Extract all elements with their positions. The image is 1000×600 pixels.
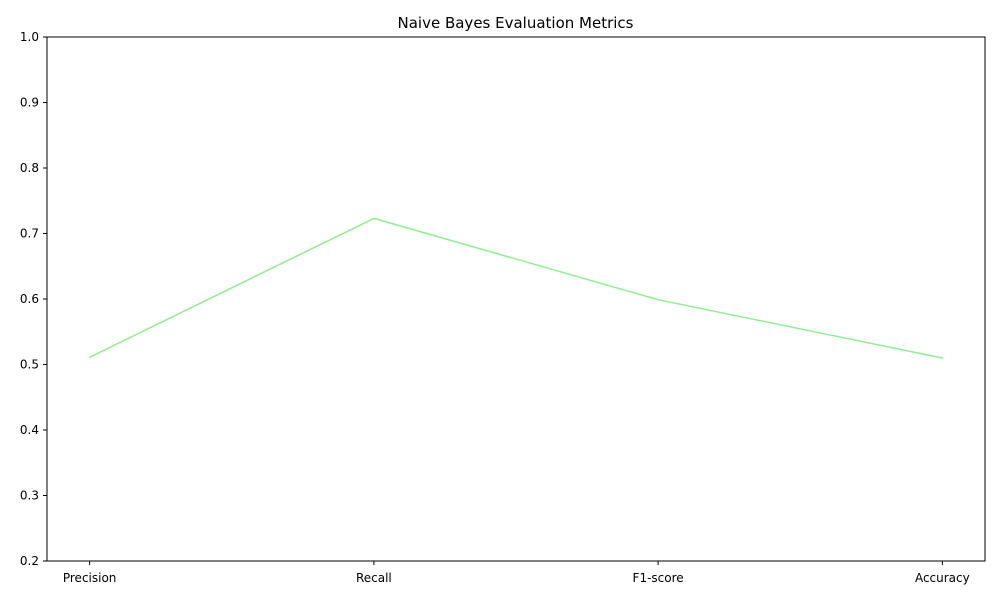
y-tick-label: 0.3 [20, 489, 39, 503]
y-tick-label: 0.6 [20, 292, 39, 306]
y-tick-label: 0.4 [20, 423, 39, 437]
x-tick-label: F1-score [633, 571, 684, 585]
y-tick-label: 0.9 [20, 96, 39, 110]
y-tick-label: 1.0 [20, 30, 39, 44]
series-line [89, 217, 943, 359]
series-layer [88, 217, 944, 359]
plot-area-frame [46, 36, 986, 562]
y-tick-label: 0.2 [20, 554, 39, 568]
y-tick-label: 0.5 [20, 358, 39, 372]
data-point [941, 357, 944, 359]
y-tick-label: 0.7 [20, 227, 39, 241]
data-point [373, 217, 375, 220]
x-tick-label: Precision [63, 571, 117, 585]
x-tick-label: Accuracy [915, 571, 970, 585]
x-tick-label: Recall [356, 571, 392, 585]
x-axis: Precision Recall F1-score Accuracy [63, 561, 970, 585]
y-tick-label: 0.8 [20, 161, 39, 175]
data-point [88, 356, 91, 359]
y-axis: 0.2 0.3 0.4 0.5 0.6 0.7 0.8 0.9 1.0 [20, 30, 47, 568]
data-point [657, 298, 659, 301]
chart-title: Naive Bayes Evaluation Metrics [398, 14, 634, 32]
